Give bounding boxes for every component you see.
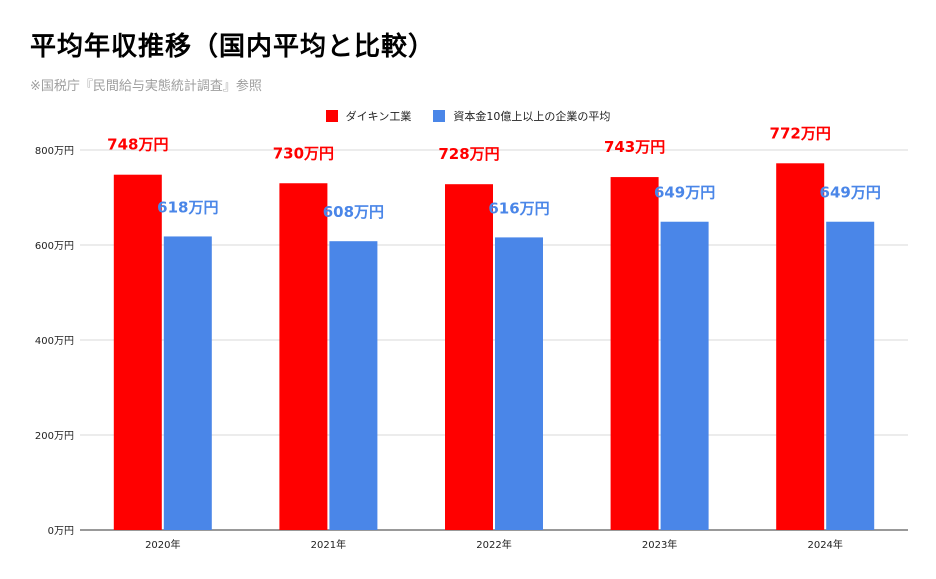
bar-daikin: [113, 174, 162, 530]
data-label-daikin: 730万円: [273, 144, 334, 162]
data-label-average: 649万円: [654, 184, 715, 202]
x-tick-label: 2022年: [476, 538, 511, 551]
legend-item-average: 資本金10億上以上の企業の平均: [433, 108, 610, 124]
legend-swatch-average: [433, 110, 446, 122]
chart-title: 平均年収推移（国内平均と比較）: [30, 32, 436, 62]
data-label-daikin: 743万円: [604, 138, 665, 156]
data-label-daikin: 748万円: [107, 136, 168, 154]
x-tick-label: 2020年: [145, 538, 180, 551]
y-tick-label: 800万円: [35, 146, 74, 157]
x-tick-label: 2023年: [642, 538, 677, 551]
bar-average: [826, 221, 875, 530]
bar-average: [660, 221, 709, 530]
data-label-daikin: 772万円: [770, 124, 831, 142]
data-label-average: 649万円: [820, 184, 881, 202]
chart-legend: ダイキン工業 資本金10億上以上の企業の平均: [0, 108, 936, 124]
y-tick-label: 400万円: [35, 336, 74, 347]
bar-average: [163, 236, 212, 530]
y-tick-label: 200万円: [35, 431, 74, 442]
bar-daikin: [776, 163, 825, 531]
bar-daikin: [279, 183, 328, 530]
bar-average: [495, 237, 543, 530]
data-label-average: 618万円: [157, 198, 218, 216]
x-tick-label: 2021年: [311, 538, 346, 551]
y-tick-label: 0万円: [48, 526, 74, 537]
x-tick-label: 2024年: [807, 538, 842, 551]
legend-item-daikin: ダイキン工業: [325, 108, 412, 124]
chart-source-note: ※国税庁『民間給与実態統計調査』参照: [30, 79, 262, 94]
legend-swatch-daikin: [325, 110, 338, 122]
bar-daikin: [445, 184, 493, 530]
legend-label-average: 資本金10億上以上の企業の平均: [453, 110, 611, 123]
data-label-daikin: 728万円: [438, 145, 499, 163]
y-tick-label: 600万円: [35, 241, 74, 252]
bar-average: [329, 241, 378, 530]
data-label-average: 608万円: [323, 203, 384, 221]
legend-label-daikin: ダイキン工業: [345, 110, 412, 123]
bar-daikin: [610, 177, 659, 530]
data-label-average: 616万円: [488, 199, 549, 217]
